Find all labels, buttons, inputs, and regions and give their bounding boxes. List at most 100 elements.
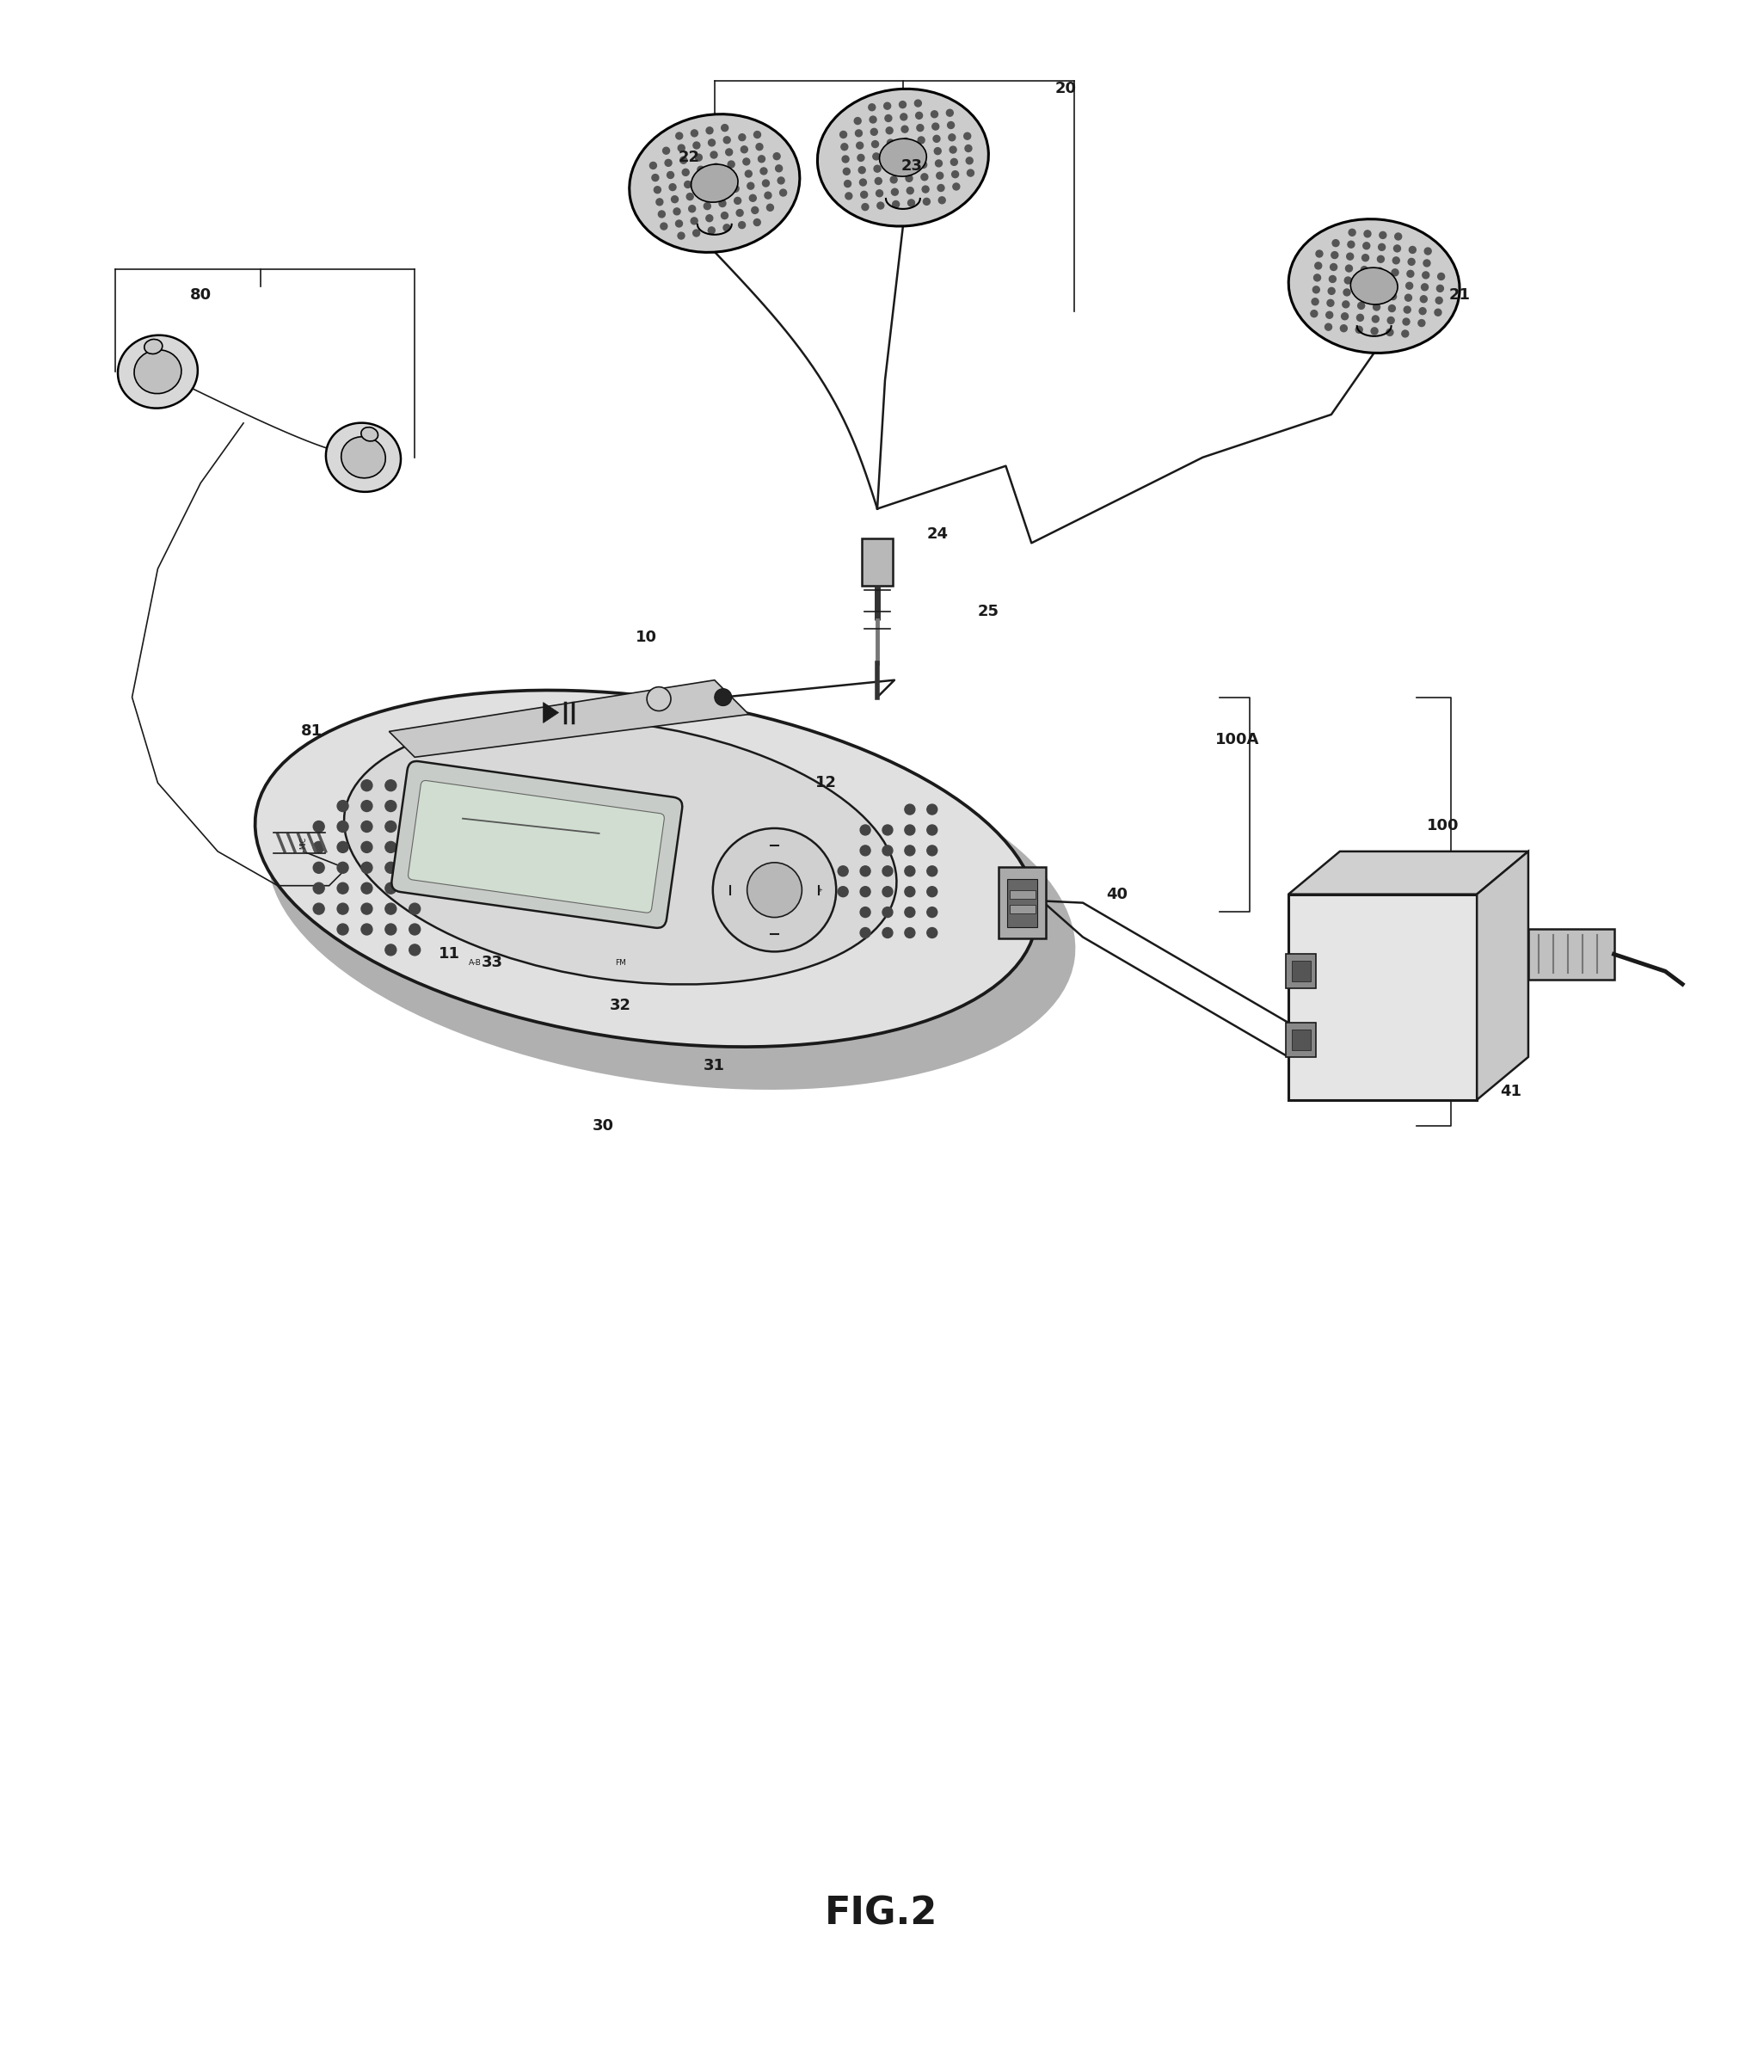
Circle shape [900, 114, 907, 120]
Text: 33: 33 [482, 955, 503, 970]
Circle shape [1349, 230, 1355, 236]
Circle shape [337, 924, 348, 934]
Circle shape [1378, 244, 1385, 251]
Circle shape [686, 193, 693, 201]
Circle shape [706, 126, 713, 135]
Circle shape [953, 182, 960, 191]
Circle shape [1312, 286, 1319, 292]
Text: 24: 24 [926, 526, 947, 543]
Circle shape [683, 170, 690, 176]
Ellipse shape [256, 690, 1037, 1046]
FancyBboxPatch shape [1528, 928, 1614, 980]
Circle shape [871, 141, 878, 147]
Circle shape [1434, 309, 1441, 315]
Ellipse shape [340, 437, 386, 479]
Circle shape [938, 197, 946, 203]
Circle shape [953, 170, 958, 178]
FancyBboxPatch shape [1288, 895, 1476, 1100]
Circle shape [1436, 296, 1443, 305]
Circle shape [409, 779, 420, 792]
Circle shape [409, 841, 420, 854]
Circle shape [734, 197, 741, 205]
Circle shape [1388, 317, 1394, 323]
Circle shape [732, 184, 739, 193]
Circle shape [854, 118, 861, 124]
Circle shape [697, 166, 704, 174]
Circle shape [1328, 288, 1335, 294]
Circle shape [861, 825, 870, 835]
Polygon shape [1476, 852, 1528, 1100]
Circle shape [861, 191, 868, 199]
Circle shape [1311, 311, 1318, 317]
Circle shape [886, 126, 893, 135]
Circle shape [923, 199, 930, 205]
Circle shape [926, 908, 937, 918]
Circle shape [863, 203, 868, 211]
Circle shape [409, 821, 420, 833]
Circle shape [1376, 280, 1381, 286]
Circle shape [1422, 284, 1429, 290]
Circle shape [409, 862, 420, 872]
Circle shape [362, 862, 372, 872]
Circle shape [709, 139, 714, 147]
Text: FIG.2: FIG.2 [826, 1896, 938, 1931]
Circle shape [963, 133, 970, 139]
Circle shape [1408, 269, 1415, 278]
Circle shape [667, 172, 674, 178]
Circle shape [923, 186, 930, 193]
Circle shape [1390, 282, 1397, 288]
Circle shape [914, 99, 921, 106]
Circle shape [882, 825, 893, 835]
Circle shape [314, 883, 325, 893]
Ellipse shape [630, 114, 799, 253]
Circle shape [677, 145, 684, 151]
FancyBboxPatch shape [1011, 905, 1035, 914]
Circle shape [861, 845, 870, 856]
Circle shape [725, 149, 732, 155]
Circle shape [314, 821, 325, 833]
Circle shape [1358, 290, 1365, 296]
FancyBboxPatch shape [1007, 879, 1037, 926]
Circle shape [951, 160, 958, 166]
Ellipse shape [1351, 267, 1397, 305]
Circle shape [702, 191, 709, 197]
Circle shape [362, 841, 372, 854]
Circle shape [905, 887, 916, 897]
Circle shape [776, 166, 781, 172]
Circle shape [891, 189, 898, 195]
Circle shape [711, 151, 718, 157]
Circle shape [884, 102, 891, 110]
Circle shape [887, 139, 894, 147]
Circle shape [684, 180, 691, 189]
Ellipse shape [326, 423, 400, 491]
Circle shape [859, 178, 866, 186]
Circle shape [658, 211, 665, 218]
Circle shape [882, 866, 893, 876]
Text: +: + [817, 887, 822, 893]
Circle shape [736, 209, 743, 215]
Circle shape [681, 157, 686, 164]
Circle shape [688, 205, 695, 211]
Circle shape [917, 137, 924, 143]
Text: 32: 32 [610, 999, 632, 1013]
Circle shape [1395, 232, 1402, 240]
Circle shape [857, 153, 864, 162]
Circle shape [877, 191, 884, 197]
Circle shape [748, 182, 753, 189]
Circle shape [720, 201, 725, 207]
Circle shape [757, 143, 762, 151]
Circle shape [1372, 315, 1379, 323]
Circle shape [753, 220, 760, 226]
Circle shape [1358, 303, 1365, 309]
Circle shape [663, 147, 670, 153]
Circle shape [1420, 307, 1425, 315]
Circle shape [721, 124, 729, 131]
Text: 21: 21 [1448, 286, 1471, 303]
Circle shape [385, 779, 397, 792]
Circle shape [845, 193, 852, 199]
Ellipse shape [1288, 220, 1459, 352]
Circle shape [1341, 313, 1348, 319]
Circle shape [882, 887, 893, 897]
Circle shape [873, 153, 880, 160]
Text: 11: 11 [437, 947, 460, 961]
